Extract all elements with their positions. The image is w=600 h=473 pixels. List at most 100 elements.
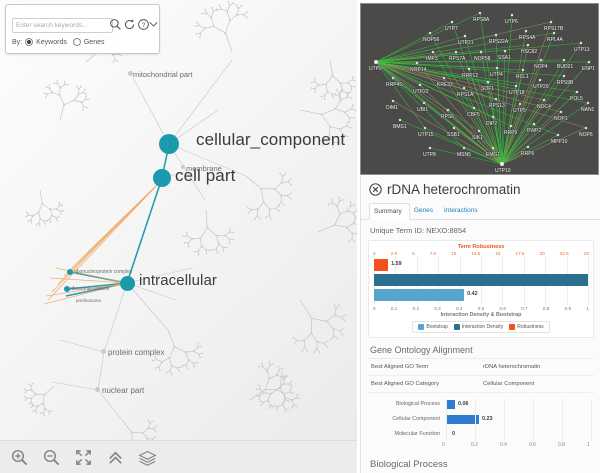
node-dot-protein-complex[interactable] [101, 349, 106, 354]
tree-node[interactable] [43, 393, 46, 396]
tree-node[interactable] [279, 172, 281, 174]
tree-node[interactable] [24, 395, 26, 398]
gene-node[interactable] [510, 13, 514, 17]
tree-node[interactable] [30, 385, 32, 387]
tree-node[interactable] [333, 223, 336, 227]
gene-node[interactable] [391, 99, 395, 103]
tree-node[interactable] [31, 382, 34, 385]
tree-node[interactable] [73, 99, 76, 102]
tree-node[interactable] [58, 93, 61, 96]
tree-node[interactable] [199, 36, 201, 38]
tree-node[interactable] [210, 16, 213, 19]
tree-node[interactable] [205, 252, 208, 255]
tree-node[interactable] [204, 8, 206, 11]
tree-node[interactable] [335, 89, 338, 91]
tree-node[interactable] [258, 398, 261, 401]
tree-node[interactable] [270, 218, 273, 220]
tree-node[interactable] [246, 206, 249, 209]
tree-node[interactable] [196, 21, 198, 23]
tree-node[interactable] [351, 79, 353, 81]
tree-node[interactable] [229, 227, 231, 230]
gene-node[interactable] [452, 126, 456, 130]
tree-node[interactable] [199, 356, 202, 359]
tree-node[interactable] [209, 249, 211, 251]
gene-node[interactable] [524, 29, 528, 33]
tree-node[interactable] [325, 320, 328, 323]
tree-node[interactable] [310, 81, 313, 84]
tree-node[interactable] [275, 408, 278, 411]
tree-node[interactable] [339, 99, 342, 102]
tree-node[interactable] [112, 53, 115, 56]
tree-node[interactable] [341, 89, 344, 92]
tree-node[interactable] [41, 202, 44, 205]
tree-node[interactable] [30, 221, 33, 224]
bar-robustness[interactable] [374, 259, 388, 271]
tree-node[interactable] [85, 95, 87, 97]
gene-node[interactable] [500, 162, 504, 166]
tree-node[interactable] [183, 242, 186, 244]
legend-item-robustness[interactable]: Robustness [509, 324, 544, 330]
tree-node[interactable] [281, 403, 284, 406]
gene-node[interactable] [477, 129, 481, 133]
tree-node[interactable] [334, 93, 337, 95]
tree-node[interactable] [355, 210, 358, 212]
tab-summary[interactable]: Summary [369, 203, 410, 220]
tree-node[interactable] [269, 392, 272, 395]
gene-node[interactable] [454, 50, 458, 54]
tree-node[interactable] [201, 12, 203, 15]
gene-node[interactable] [463, 34, 467, 38]
tree-node[interactable] [211, 249, 214, 251]
gene-node[interactable] [526, 145, 530, 149]
tree-node[interactable] [331, 74, 334, 77]
tree-node[interactable] [268, 360, 270, 363]
tree-node[interactable] [229, 242, 231, 244]
tree-node[interactable] [343, 327, 345, 330]
tree-node[interactable] [242, 13, 245, 16]
tree-node[interactable] [278, 369, 281, 371]
tree-node[interactable] [352, 212, 354, 214]
tree-node[interactable] [349, 205, 352, 207]
tree-node[interactable] [217, 242, 220, 245]
tree-node[interactable] [215, 248, 218, 250]
tree-node[interactable] [295, 397, 298, 399]
tree-node[interactable] [337, 142, 339, 144]
gene-node[interactable] [552, 31, 556, 35]
tree-node[interactable] [44, 407, 47, 411]
tree-node[interactable] [56, 79, 58, 81]
tree-node[interactable] [48, 84, 51, 86]
tree-node[interactable] [275, 374, 279, 377]
gene-node[interactable] [478, 11, 482, 15]
tree-node[interactable] [187, 246, 190, 248]
gene-node[interactable] [491, 146, 495, 150]
tree-node[interactable] [282, 374, 285, 376]
gene-node[interactable] [503, 49, 507, 53]
tree-node[interactable] [349, 91, 351, 93]
tree-node[interactable] [290, 399, 294, 402]
tree-node[interactable] [283, 392, 286, 395]
tree-node[interactable] [25, 215, 28, 218]
tree-node[interactable] [286, 194, 289, 197]
tree-node[interactable] [350, 85, 353, 88]
tree-node[interactable] [160, 360, 164, 363]
go-bar-cellular-component[interactable] [446, 415, 480, 424]
tree-node[interactable] [80, 85, 82, 88]
tree-node[interactable] [338, 128, 342, 131]
gene-network-graph[interactable]: UTP9 RPS8A UTP6 UTP7 RPS17B NOP56 UTP21 RPS22A R… [361, 4, 598, 174]
tree-node[interactable] [290, 178, 292, 180]
tree-node[interactable] [352, 75, 355, 78]
expand-arrows-icon[interactable] [74, 448, 93, 467]
tree-node[interactable] [290, 197, 292, 200]
tree-node[interactable] [295, 405, 298, 408]
tree-node[interactable] [284, 398, 287, 401]
tree-node[interactable] [146, 437, 149, 440]
tree-node[interactable] [282, 382, 285, 386]
tree-node[interactable] [278, 210, 281, 212]
tree-node[interactable] [50, 410, 53, 412]
tree-node[interactable] [155, 358, 158, 361]
gene-node[interactable] [495, 66, 499, 70]
tree-node[interactable] [220, 8, 223, 10]
tree-node[interactable] [352, 213, 355, 216]
tree-node[interactable] [240, 4, 243, 7]
tree-node[interactable] [331, 202, 334, 204]
tree-node[interactable] [196, 346, 199, 349]
